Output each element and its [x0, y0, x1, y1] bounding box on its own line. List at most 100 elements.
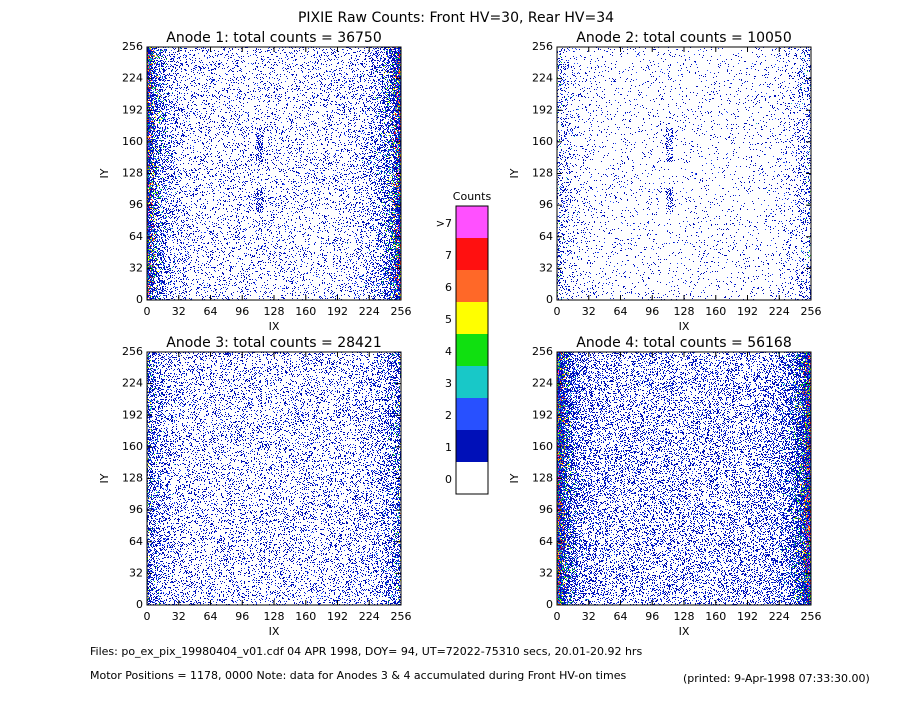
y-axis-label: IY: [98, 473, 111, 483]
y-tick-label: 128: [532, 472, 553, 485]
colorbar-swatch: [456, 430, 488, 462]
x-tick-label: 32: [172, 610, 186, 623]
y-axis-label: IY: [508, 168, 521, 178]
y-tick-label: 128: [122, 472, 143, 485]
y-tick-label: 160: [532, 135, 553, 148]
y-tick-label: 32: [129, 261, 143, 274]
x-tick-label: 64: [204, 305, 218, 318]
x-tick-label: 0: [554, 610, 561, 623]
colorbar-title: Counts: [453, 190, 492, 203]
y-tick-label: 160: [122, 135, 143, 148]
figure-title: PIXIE Raw Counts: Front HV=30, Rear HV=3…: [298, 10, 614, 26]
x-tick-label: 32: [582, 610, 596, 623]
x-tick-label: 224: [769, 610, 790, 623]
y-tick-label: 256: [122, 345, 143, 358]
x-axis-label: IX: [679, 625, 690, 638]
x-tick-label: 128: [674, 305, 695, 318]
colorbar-swatch: [456, 238, 488, 270]
y-axis-label: IY: [98, 168, 111, 178]
x-tick-label: 32: [582, 305, 596, 318]
colorbar-label: 3: [445, 377, 452, 390]
count-texture: [147, 352, 401, 605]
y-tick-label: 96: [129, 503, 143, 516]
colorbar-swatch: [456, 206, 488, 238]
y-tick-label: 64: [129, 230, 143, 243]
x-tick-label: 128: [264, 305, 285, 318]
y-tick-label: 0: [136, 293, 143, 306]
panel-title: Anode 3: total counts = 28421: [166, 335, 381, 351]
y-tick-label: 32: [129, 566, 143, 579]
panel-title: Anode 1: total counts = 36750: [166, 30, 381, 46]
x-tick-label: 192: [737, 610, 758, 623]
y-tick-label: 96: [539, 503, 553, 516]
colorbar-swatch: [456, 398, 488, 430]
colorbar-swatch: [456, 334, 488, 366]
panel-title: Anode 4: total counts = 56168: [576, 335, 791, 351]
colorbar-label: 1: [445, 441, 452, 454]
x-tick-label: 0: [144, 610, 151, 623]
x-tick-label: 192: [737, 305, 758, 318]
y-tick-label: 32: [539, 566, 553, 579]
x-tick-label: 160: [705, 305, 726, 318]
x-tick-label: 128: [674, 610, 695, 623]
x-tick-label: 0: [554, 305, 561, 318]
x-tick-label: 96: [235, 305, 249, 318]
y-tick-label: 256: [532, 345, 553, 358]
colorbar-label: 6: [445, 281, 452, 294]
panel-title: Anode 2: total counts = 10050: [576, 30, 791, 46]
x-tick-label: 160: [295, 305, 316, 318]
x-tick-label: 224: [359, 610, 380, 623]
x-tick-label: 160: [705, 610, 726, 623]
footer-motor: Motor Positions = 1178, 0000 Note: data …: [90, 669, 626, 682]
count-texture: [557, 47, 811, 300]
colorbar-label: 4: [445, 345, 452, 358]
y-axis-label: IY: [508, 473, 521, 483]
y-tick-label: 160: [532, 440, 553, 453]
count-texture: [557, 47, 811, 300]
count-texture: [557, 56, 811, 293]
x-tick-label: 160: [295, 610, 316, 623]
x-tick-label: 32: [172, 305, 186, 318]
y-tick-label: 64: [129, 535, 143, 548]
count-texture: [147, 47, 401, 300]
colorbar-label: 2: [445, 409, 452, 422]
y-tick-label: 192: [532, 103, 553, 116]
y-tick-label: 0: [546, 598, 553, 611]
count-texture: [557, 352, 811, 605]
colorbar-swatch: [456, 462, 488, 494]
x-tick-label: 192: [327, 610, 348, 623]
y-tick-label: 32: [539, 261, 553, 274]
y-tick-label: 160: [122, 440, 143, 453]
y-tick-label: 0: [546, 293, 553, 306]
y-tick-label: 256: [532, 40, 553, 53]
x-tick-label: 224: [769, 305, 790, 318]
y-tick-label: 128: [122, 167, 143, 180]
colorbar-label: 7: [445, 249, 452, 262]
x-tick-label: 256: [391, 305, 412, 318]
x-tick-label: 192: [327, 305, 348, 318]
x-tick-label: 256: [391, 610, 412, 623]
count-texture: [147, 47, 401, 300]
colorbar-swatch: [456, 366, 488, 398]
y-tick-label: 192: [122, 408, 143, 421]
x-tick-label: 64: [614, 610, 628, 623]
x-tick-label: 96: [645, 305, 659, 318]
x-tick-label: 0: [144, 305, 151, 318]
y-tick-label: 128: [532, 167, 553, 180]
plot-frame: [146, 46, 402, 301]
x-tick-label: 96: [235, 610, 249, 623]
x-tick-label: 64: [614, 305, 628, 318]
y-tick-label: 64: [539, 230, 553, 243]
x-axis-label: IX: [269, 320, 280, 333]
x-tick-label: 256: [801, 305, 822, 318]
y-tick-label: 192: [122, 103, 143, 116]
y-tick-label: 224: [122, 72, 143, 85]
y-tick-label: 224: [532, 72, 553, 85]
y-tick-label: 96: [129, 198, 143, 211]
x-axis-label: IX: [269, 625, 280, 638]
y-tick-label: 192: [532, 408, 553, 421]
colorbar-label: 5: [445, 313, 452, 326]
x-tick-label: 128: [264, 610, 285, 623]
x-tick-label: 96: [645, 610, 659, 623]
